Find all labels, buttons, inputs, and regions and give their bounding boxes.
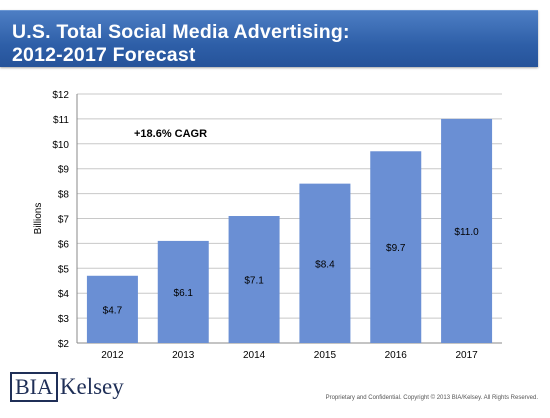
- y-axis-label: Billions: [33, 203, 44, 235]
- bar-data-label: $8.4: [315, 259, 335, 270]
- y-tick-label: $7: [58, 215, 70, 226]
- bar: [157, 240, 209, 343]
- x-tick-label: 2012: [101, 350, 124, 361]
- bar: [370, 151, 422, 343]
- copyright-footer: Proprietary and Confidential. Copyright …: [325, 395, 538, 401]
- chart-title-line-2: 2012-2017 Forecast: [12, 44, 196, 66]
- bar-data-label: $9.7: [386, 243, 406, 254]
- y-tick-label: $11: [53, 115, 69, 126]
- x-tick-label: 2017: [455, 350, 478, 361]
- bar: [299, 183, 351, 343]
- y-tick-label: $3: [58, 314, 70, 325]
- bar: [86, 275, 138, 343]
- x-tick-label: 2015: [314, 350, 337, 361]
- bar-data-label: $7.1: [244, 276, 264, 287]
- y-tick-label: $10: [52, 140, 69, 151]
- x-tick-label: 2013: [172, 350, 195, 361]
- logo-kelsey-wordmark: Kelsey: [59, 374, 124, 399]
- bia-kelsey-logo: BIA Kelsey: [10, 372, 124, 402]
- y-tick-label: $8: [58, 190, 70, 201]
- chart-title-line-1: U.S. Total Social Media Advertising:: [12, 21, 350, 43]
- bar-data-label: $6.1: [174, 288, 194, 299]
- y-tick-label: $2: [58, 339, 70, 350]
- y-tick-label: $12: [52, 90, 69, 101]
- x-tick-label: 2014: [243, 350, 266, 361]
- y-tick-label: $4: [58, 289, 70, 300]
- bar: [441, 118, 493, 344]
- bar-data-label: $11.0: [454, 227, 479, 238]
- y-tick-label: $6: [58, 239, 70, 250]
- cagr-annotation: +18.6% CAGR: [134, 128, 207, 140]
- x-tick-label: 2016: [385, 350, 408, 361]
- y-tick-label: $9: [58, 165, 70, 176]
- y-tick-label: $5: [58, 264, 70, 275]
- title-bar: U.S. Total Social Media Advertising: 201…: [0, 10, 538, 67]
- bar-data-label: $4.7: [103, 305, 123, 316]
- logo-bia-mark: BIA: [10, 372, 58, 402]
- bar: [228, 216, 280, 343]
